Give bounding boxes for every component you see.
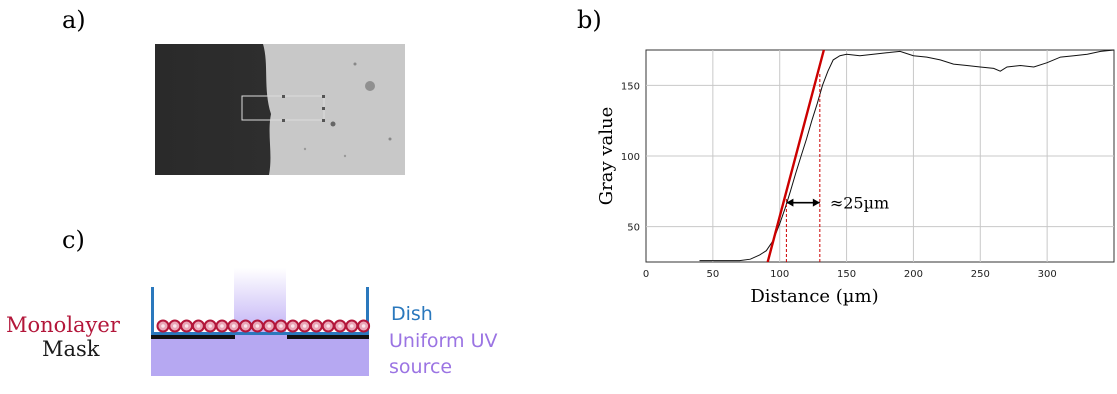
x-tick-label: 200 (904, 269, 923, 280)
x-axis-label: Distance (µm) (750, 286, 878, 307)
y-axis-label: Gray value (596, 107, 617, 206)
gray-value-chart: 0 50 100 150 200 250 300 50 100 150 ≈25µm Distance … (590, 40, 1117, 320)
dish-label: Dish (391, 303, 433, 325)
cell-nucleus (338, 324, 342, 328)
uv-exposure-schematic: Monolayer Mask Dish Uniform UV source (0, 260, 520, 394)
cell-nucleus (267, 324, 272, 328)
y-tick-label: 150 (621, 81, 640, 92)
bright-region (263, 44, 405, 175)
cell-nucleus (279, 324, 283, 328)
cell-nucleus (220, 324, 224, 328)
cell-nucleus (361, 324, 366, 328)
linear-fit-line (766, 49, 825, 263)
monolayer-label: Monolayer (6, 313, 120, 337)
x-tick-label: 100 (770, 269, 789, 280)
cell-nucleus (161, 324, 165, 328)
cell-nucleus (350, 324, 354, 328)
x-tick-label: 150 (837, 269, 856, 280)
mask (151, 335, 369, 339)
x-tick-label: 300 (1038, 269, 1057, 280)
mask-label: Mask (42, 337, 100, 361)
dish (151, 287, 369, 335)
panel-label-b: b) (577, 6, 602, 34)
cell-nucleus (291, 324, 295, 328)
x-tick-label: 250 (971, 269, 990, 280)
width-arrow-head-left (786, 198, 794, 207)
cell-nucleus (184, 324, 189, 328)
cell-nucleus (314, 324, 319, 328)
cell-nucleus (255, 324, 260, 328)
y-tick-label: 100 (621, 152, 640, 163)
panel-label-c: c) (62, 226, 85, 254)
cell-nucleus (243, 324, 248, 328)
cell-nucleus (232, 324, 236, 328)
uv-source-label-line1: Uniform UV (389, 330, 498, 352)
width-annotation: ≈25µm (830, 194, 889, 213)
x-tick-label: 0 (643, 269, 649, 280)
cell-nucleus (302, 324, 307, 328)
panel-label-a: a) (62, 6, 86, 34)
cell-nucleus (326, 324, 331, 328)
x-tick-label: 50 (706, 269, 719, 280)
micrograph-image (155, 44, 405, 175)
uv-source-glow (151, 332, 369, 376)
cell-nucleus (196, 324, 201, 328)
monolayer-cells (156, 319, 371, 333)
y-tick-label: 50 (627, 223, 640, 234)
cell-nucleus (173, 324, 177, 328)
cell-nucleus (208, 324, 212, 328)
uv-source-label-line2: source (389, 356, 453, 378)
selection-handles (282, 95, 325, 122)
width-arrow-head-right (812, 198, 820, 207)
